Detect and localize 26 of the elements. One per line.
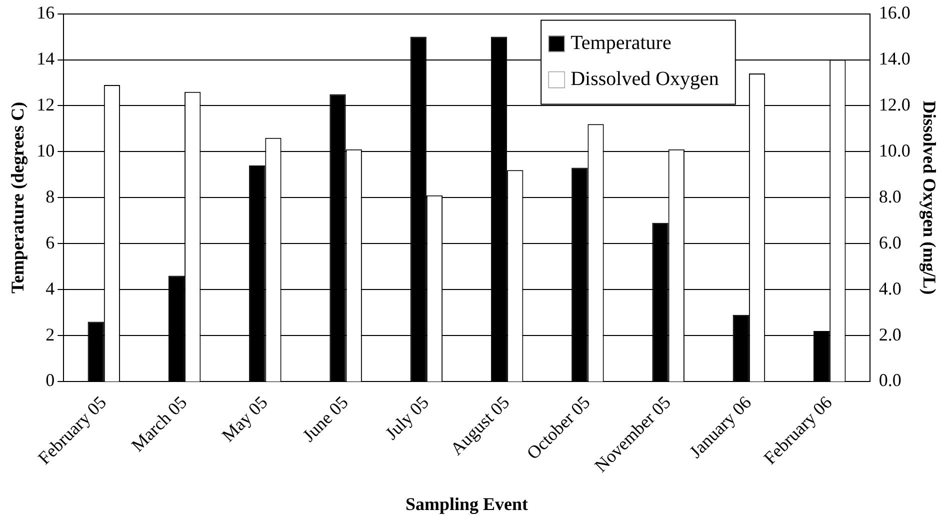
x-tick-label: May 05 [218, 392, 272, 446]
x-tick-label: June 05 [298, 392, 352, 446]
y-tick-label: 16 [36, 2, 55, 23]
y2-tick-label: 0.0 [878, 370, 902, 390]
y2-tick-label: 12.0 [878, 94, 910, 114]
x-axis-title: Sampling Event [405, 494, 528, 514]
y-tick-label: 10 [36, 140, 55, 160]
y2-tick-label: 2.0 [878, 324, 902, 344]
y-tick-label: 0 [46, 370, 55, 390]
y2-tick-label: 16.0 [878, 2, 910, 23]
y2-tick-label: 14.0 [878, 48, 910, 68]
y2-tick-label: 6.0 [878, 232, 902, 252]
legend-label: Temperature [570, 32, 672, 54]
legend-label: Dissolved Oxygen [570, 68, 719, 90]
y-tick-label: 14 [36, 48, 55, 68]
y-tick-label: 12 [36, 94, 55, 114]
y-tick-label: 8 [46, 186, 55, 206]
y-tick-label: 6 [46, 232, 55, 252]
y2-tick-label: 8.0 [878, 186, 902, 206]
x-tick-label: July 05 [381, 392, 433, 444]
y-tick-label: 4 [46, 278, 55, 298]
y2-axis-title: Dissolved Oxygen (mg/L) [920, 100, 940, 295]
y2-tick-label: 4.0 [878, 278, 902, 298]
y-tick-label: 2 [46, 324, 55, 344]
y2-tick-label: 10.0 [878, 140, 910, 160]
y-axis-title: Temperature (degrees C) [7, 102, 28, 294]
